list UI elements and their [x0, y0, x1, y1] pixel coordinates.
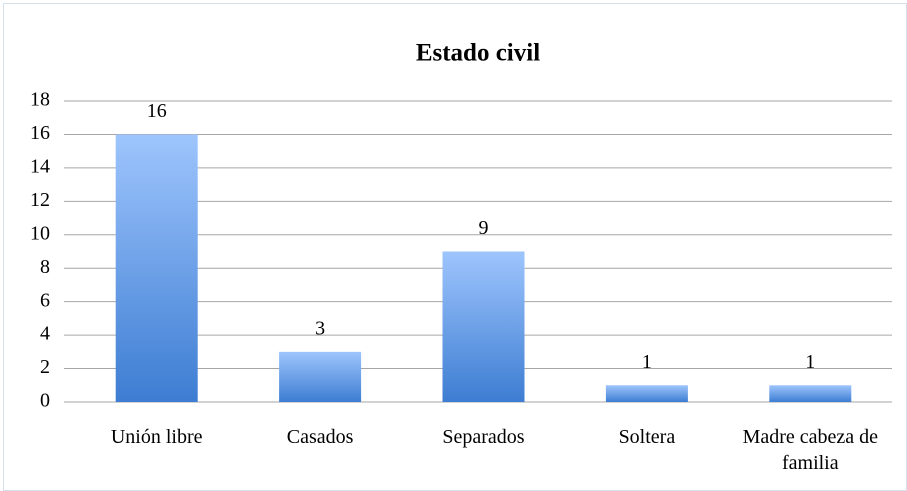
- x-tick-label: Separados: [442, 426, 525, 448]
- value-label: 9: [479, 217, 489, 239]
- y-tick-label: 0: [40, 390, 50, 412]
- bar: [442, 251, 525, 402]
- y-tick-label: 10: [30, 222, 50, 244]
- bar: [605, 385, 688, 402]
- y-tick-label: 2: [40, 356, 50, 378]
- value-label: 3: [315, 317, 325, 339]
- y-tick-label: 12: [30, 189, 50, 211]
- x-tick-label: Casados: [286, 426, 354, 448]
- bar: [769, 385, 852, 402]
- y-tick-label: 4: [40, 323, 50, 345]
- value-label: 1: [805, 351, 815, 373]
- y-tick-label: 18: [30, 89, 50, 111]
- x-tick-label: Madre cabeza de familia: [742, 426, 879, 474]
- y-tick-label: 14: [30, 155, 50, 177]
- value-label: 16: [147, 100, 167, 122]
- x-tick-label: Unión libre: [110, 426, 203, 448]
- chart-title: Estado civil: [416, 40, 540, 67]
- bar: [279, 351, 362, 402]
- y-tick-label: 8: [40, 256, 50, 278]
- x-tick-label: Soltera: [618, 426, 676, 448]
- y-tick-label: 16: [30, 122, 50, 144]
- value-label: 1: [642, 351, 652, 373]
- bar: [115, 134, 198, 402]
- y-tick-label: 6: [40, 289, 50, 311]
